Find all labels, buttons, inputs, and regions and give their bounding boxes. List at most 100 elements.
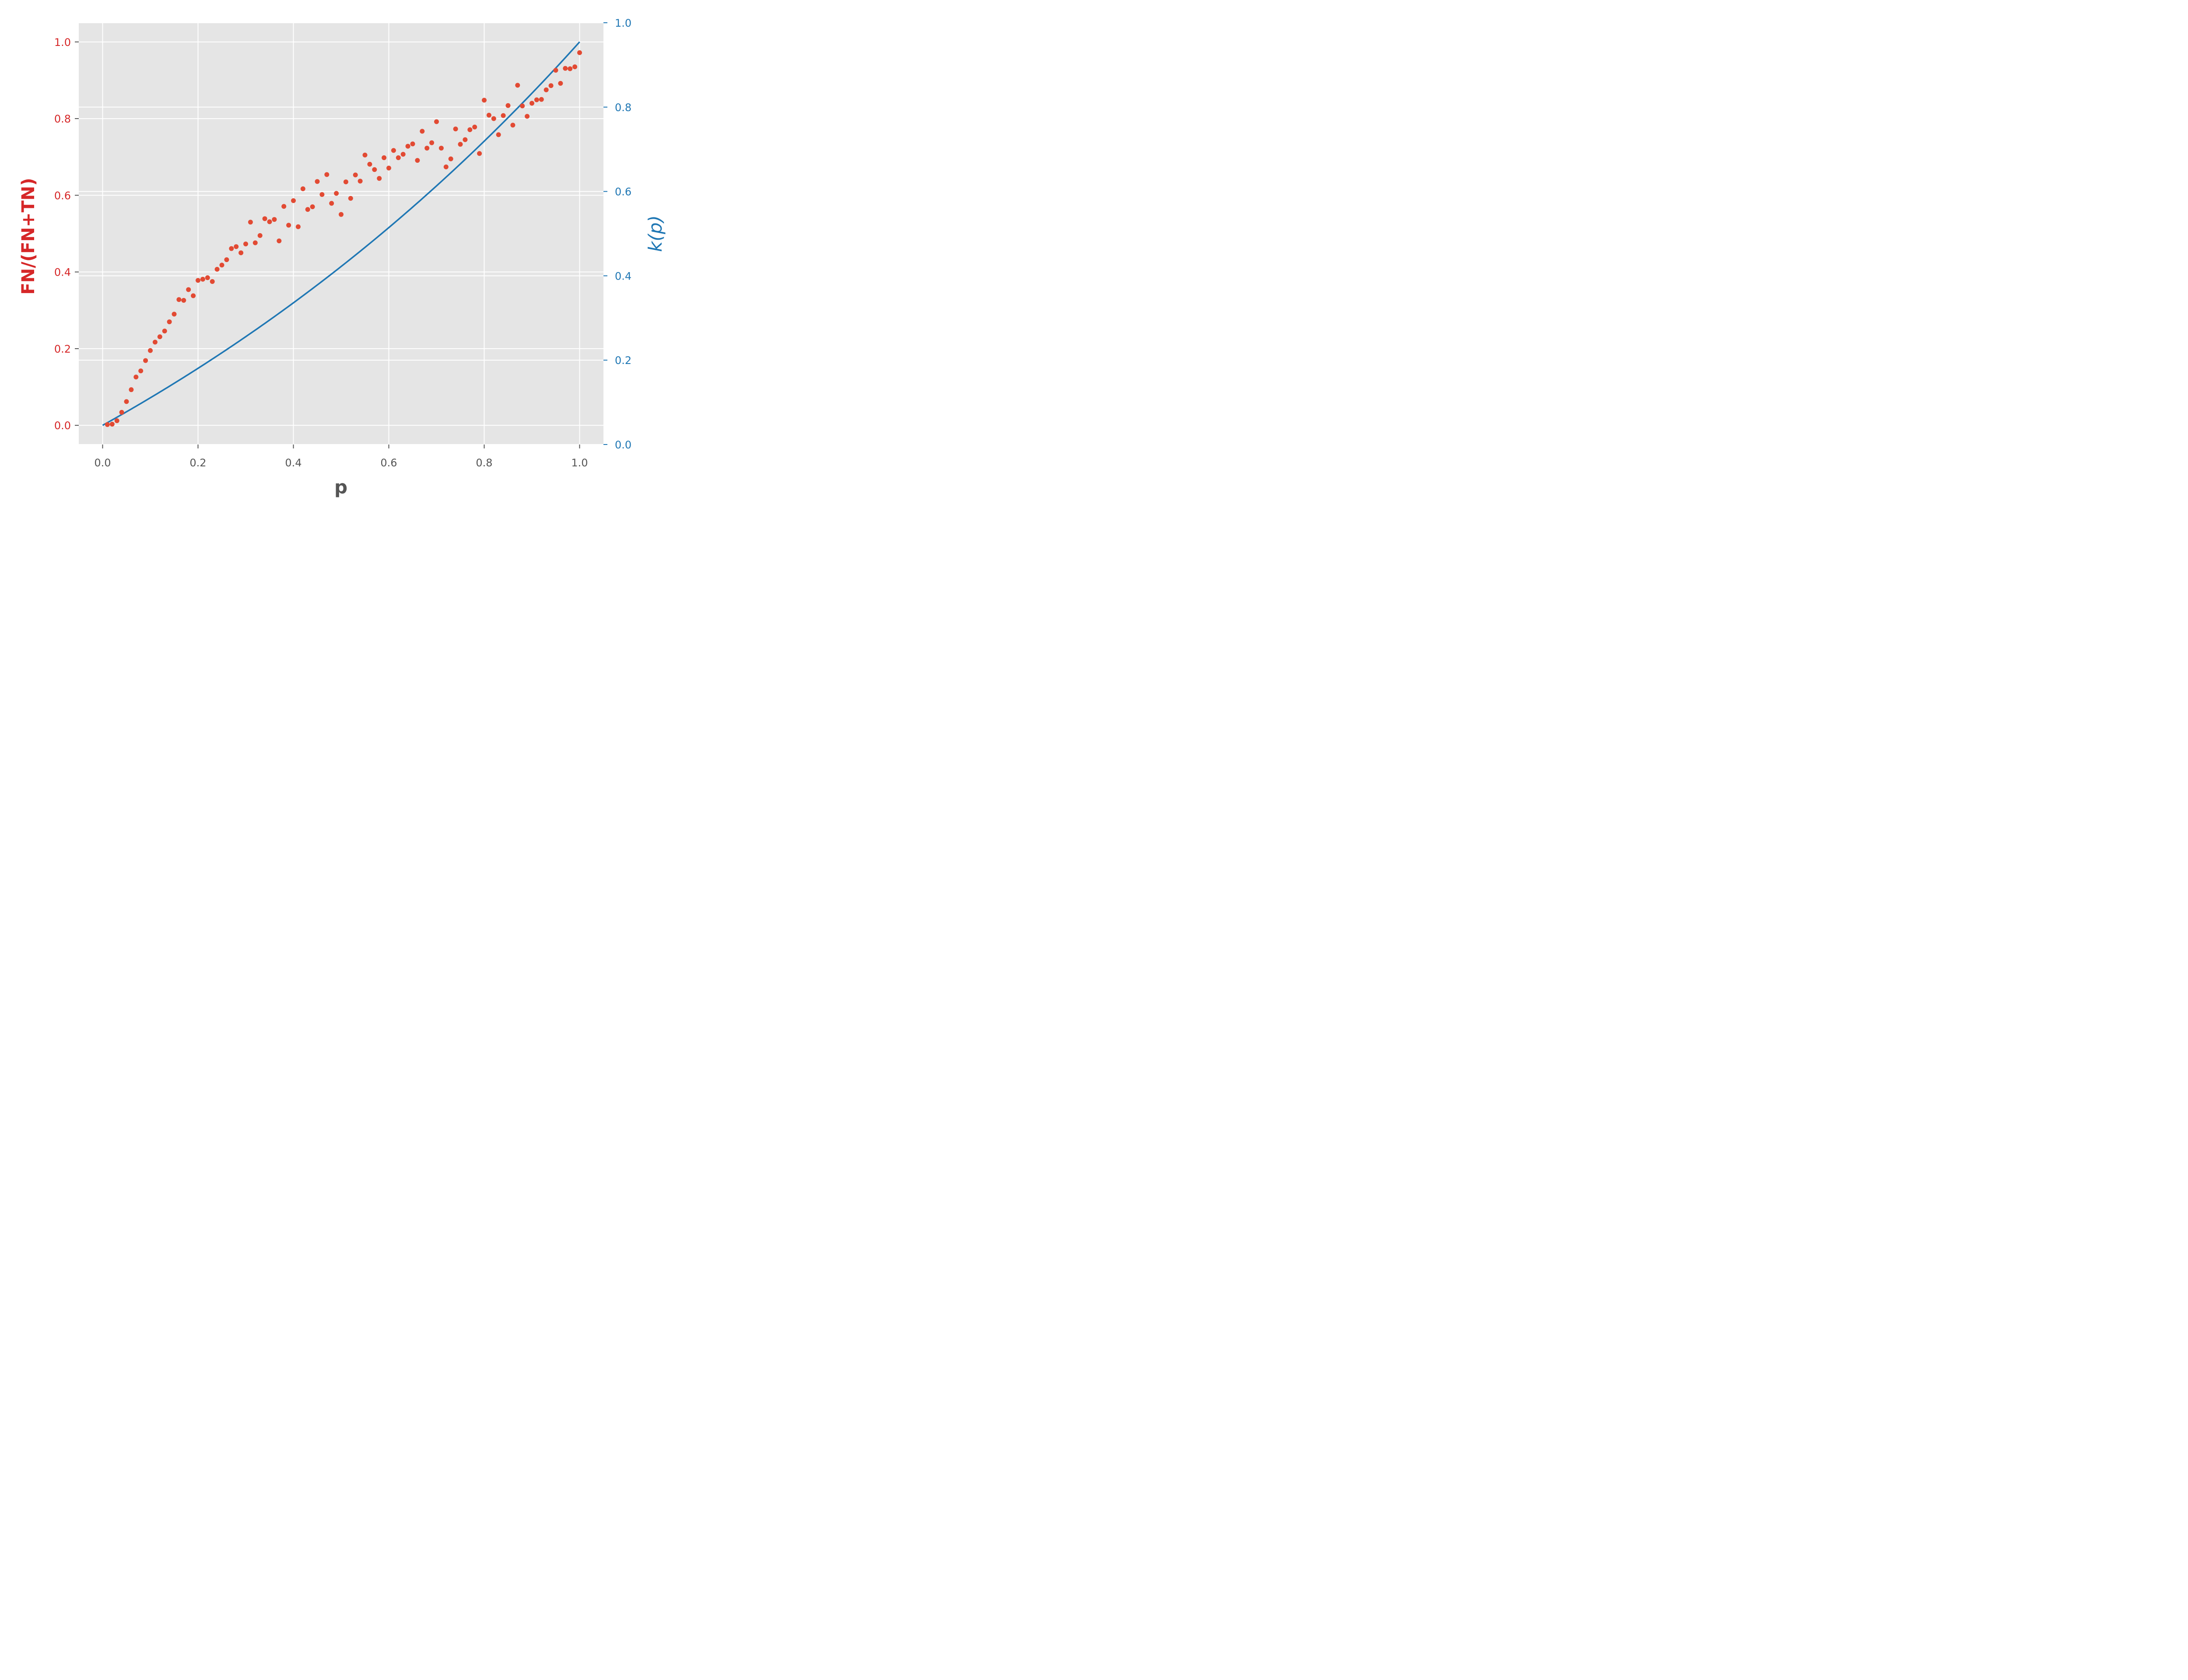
scatter-point: [486, 112, 491, 118]
scatter-point: [400, 152, 406, 157]
scatter-point: [257, 233, 263, 238]
scatter-point: [191, 293, 196, 298]
scatter-point: [339, 212, 344, 217]
scatter-point: [267, 219, 272, 224]
left-tick-label: 0.6: [54, 189, 71, 202]
bottom-axis: 0.0 0.2 0.4 0.6 0.8 1.0: [94, 444, 588, 469]
scatter-point: [463, 137, 468, 142]
scatter-point: [329, 201, 334, 206]
scatter-point: [252, 240, 258, 245]
left-tick-label: 0.0: [54, 420, 71, 432]
scatter-point: [491, 116, 496, 121]
scatter-point: [238, 250, 244, 256]
left-tick-label: 0.8: [54, 113, 71, 125]
left-axis-title: FN/(FN+TN): [18, 178, 39, 294]
bottom-tick-label: 1.0: [571, 457, 588, 469]
scatter-point: [143, 358, 148, 363]
scatter-point: [458, 142, 463, 147]
scatter-point: [367, 161, 372, 167]
scatter-point: [553, 68, 558, 73]
scatter-point: [558, 80, 563, 86]
scatter-point: [482, 98, 487, 103]
scatter-point: [305, 207, 310, 212]
scatter-point: [119, 410, 124, 415]
scatter-point: [343, 179, 348, 185]
scatter-point: [391, 148, 396, 153]
scatter-point: [353, 172, 358, 178]
scatter-point: [277, 238, 282, 244]
scatter-point: [300, 186, 305, 191]
k-curve-layer: [102, 41, 580, 426]
right-tick-label: 0.2: [615, 354, 631, 367]
right-tick-label: 0.6: [615, 186, 631, 198]
scatter-point: [181, 298, 186, 303]
scatter-point: [133, 374, 139, 380]
scatter-point: [281, 204, 287, 209]
scatter-point: [219, 262, 224, 268]
scatter-point: [167, 319, 172, 325]
k-curve: [102, 41, 580, 426]
scatter-point: [358, 178, 363, 184]
scatter-point: [200, 276, 205, 282]
scatter-point: [243, 242, 248, 247]
scatter-point: [291, 198, 296, 203]
scatter-point: [224, 257, 229, 262]
scatter-point: [372, 167, 377, 172]
scatter-point: [324, 172, 330, 177]
scatter-point: [434, 119, 439, 124]
scatter-point: [548, 83, 554, 88]
scatter-point: [272, 217, 277, 222]
chart: 0.0 0.2 0.4 0.6 0.8 1.0 0.0 0.2 0.4 0.6 0.8 1.0 0.…: [0, 0, 677, 508]
scatter-point: [205, 275, 210, 280]
scatter-point: [520, 103, 525, 108]
scatter-point: [138, 368, 144, 374]
scatter-point: [109, 422, 115, 427]
scatter-point: [362, 152, 368, 158]
scatter-point: [124, 399, 129, 404]
scatter-point: [210, 279, 215, 284]
bottom-tick-label: 0.2: [189, 457, 206, 469]
scatter-point: [114, 418, 119, 424]
bottom-tick-label: 0.4: [285, 457, 302, 469]
scatter-point: [510, 122, 515, 128]
scatter-point: [415, 158, 420, 163]
scatter-point: [214, 267, 220, 272]
scatter-point: [405, 144, 410, 149]
scatter-point: [162, 329, 167, 334]
bottom-tick-label: 0.8: [476, 457, 492, 469]
scatter-point: [129, 387, 134, 392]
left-tick-label: 1.0: [54, 36, 71, 49]
scatter-point: [315, 179, 320, 184]
right-tick-label: 1.0: [615, 17, 631, 29]
scatter-point: [310, 204, 315, 210]
scatter-point: [377, 176, 382, 181]
scatter-point: [568, 66, 573, 71]
scatter-point: [386, 165, 391, 171]
scatter-point: [410, 141, 415, 147]
scatter-point: [196, 278, 200, 283]
left-axis: 0.0 0.2 0.4 0.6 0.8 1.0: [54, 36, 79, 432]
scatter-point: [496, 132, 501, 137]
scatter-point: [420, 129, 425, 134]
scatter-point: [505, 103, 511, 108]
scatter-point: [501, 113, 506, 118]
x-axis-title: p: [334, 476, 347, 498]
scatter-point: [443, 164, 449, 170]
scatter-point: [429, 140, 435, 145]
grid-lines: [79, 22, 603, 445]
scatter-point: [477, 151, 482, 156]
scatter-point: [348, 196, 353, 201]
left-tick-label: 0.4: [54, 266, 71, 279]
scatter-point: [525, 114, 530, 119]
scatter-point: [572, 64, 578, 70]
scatter-point: [529, 101, 534, 106]
scatter-point: [453, 126, 458, 132]
scatter-point: [534, 97, 539, 102]
scatter-point: [472, 124, 477, 130]
scatter-point: [424, 146, 430, 151]
scatter-point: [319, 192, 325, 197]
plot-area: [79, 23, 603, 444]
scatter-point: [229, 246, 234, 251]
scatter-point: [105, 422, 110, 427]
scatter-point: [515, 83, 520, 88]
